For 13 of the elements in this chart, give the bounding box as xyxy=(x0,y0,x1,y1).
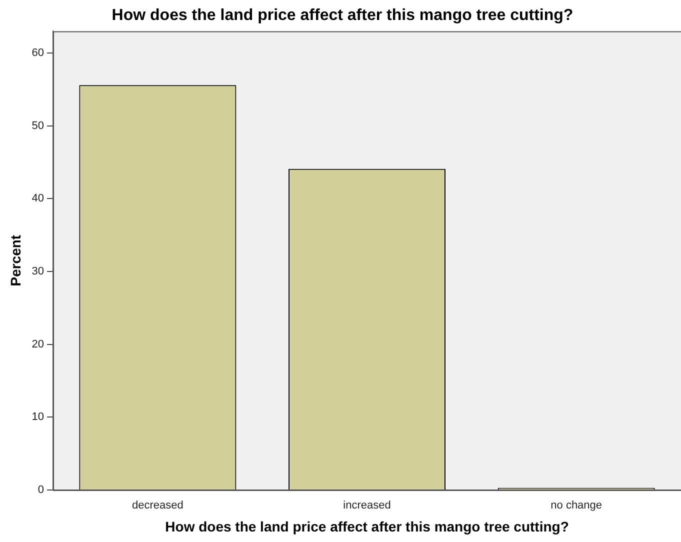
y-axis-title: Percent xyxy=(7,234,24,286)
y-tick-label: 40 xyxy=(32,192,44,205)
x-tick-label: no change xyxy=(550,500,602,512)
y-tick-label: 10 xyxy=(32,411,44,424)
y-tick-label: 30 xyxy=(32,266,44,278)
x-tick-label: increased xyxy=(343,500,391,512)
x-tick-label: decreased xyxy=(132,500,184,512)
chart-title: How does the land price affect after this mango tree cutting? xyxy=(112,7,574,24)
y-tick-label: 0 xyxy=(38,484,44,496)
x-axis-title: How does the land price affect after this mango tree cutting? xyxy=(165,518,569,534)
y-tick-label: 20 xyxy=(32,338,44,350)
y-tick-label: 50 xyxy=(32,120,44,132)
y-tick-label: 60 xyxy=(32,47,44,60)
